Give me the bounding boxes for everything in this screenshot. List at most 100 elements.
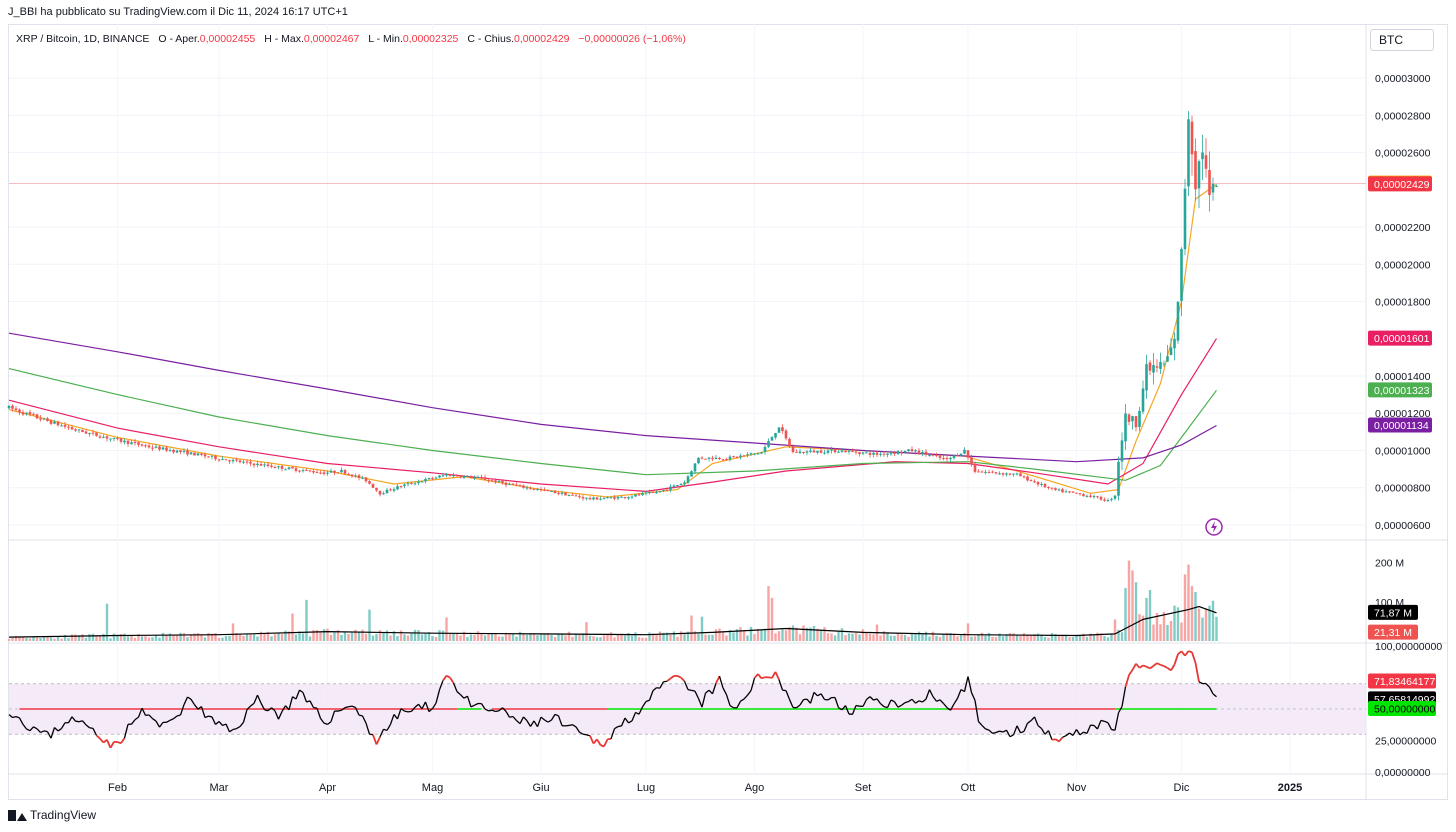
rsi-segment — [120, 737, 126, 744]
rsi-segment — [1096, 720, 1102, 730]
rsi-segment — [568, 724, 573, 727]
volume-bar — [109, 638, 112, 641]
rsi-segment — [155, 720, 161, 728]
rsi-segment — [669, 675, 675, 680]
volume-bar — [389, 635, 392, 641]
volume-bar — [256, 636, 259, 641]
volume-bar — [1183, 574, 1187, 641]
candle-body — [469, 476, 473, 479]
rsi-segment — [313, 706, 318, 709]
volume-bar — [714, 629, 718, 641]
volume-bar — [690, 615, 693, 641]
time-tick-label: Mar — [210, 782, 229, 794]
rsi-segment — [452, 682, 458, 692]
rsi-segment — [1047, 730, 1053, 741]
volume-bar — [249, 634, 252, 641]
volume-bar — [518, 631, 522, 641]
volume-bar — [1173, 605, 1176, 641]
candle-body — [1026, 476, 1029, 481]
volume-bar — [851, 633, 854, 641]
candle-body — [693, 463, 697, 472]
volume-bar — [833, 635, 837, 641]
candle-body — [1124, 413, 1127, 442]
volume-scale-label-text: 71,87 M — [1374, 607, 1412, 619]
candle-body — [312, 471, 315, 473]
rsi-segment — [1160, 664, 1165, 667]
volume-bar — [693, 631, 697, 641]
volume-bar — [1204, 608, 1208, 641]
volume-bar — [266, 631, 270, 641]
volume-bar — [651, 633, 655, 641]
rsi-segment — [901, 702, 906, 706]
rsi-segment — [431, 702, 437, 709]
chart-legend: XRP / Bitcoin, 1D, BINANCE O - Aper.0,00… — [16, 33, 686, 45]
candle-body — [753, 453, 756, 455]
rsi-segment — [137, 707, 143, 718]
candle-body — [11, 405, 14, 409]
volume-bar — [550, 635, 553, 641]
candle-body — [455, 475, 459, 477]
rsi-segment — [523, 716, 528, 722]
volume-bar — [396, 636, 399, 641]
rsi-segment — [890, 699, 895, 703]
candle-body — [1068, 491, 1071, 493]
candle-body — [1005, 473, 1008, 475]
volume-bar — [830, 633, 833, 641]
candle-body — [109, 438, 112, 440]
volume-bar — [725, 635, 728, 641]
rsi-segment — [82, 720, 87, 726]
price-tick-label: 0,00002600 — [1375, 148, 1431, 160]
rsi-segment — [736, 700, 742, 709]
rsi-segment — [407, 710, 412, 713]
candle-body — [1078, 493, 1082, 495]
volume-bar — [445, 617, 448, 641]
rsi-segment — [348, 705, 353, 708]
candle-body — [539, 489, 543, 491]
rsi-segment — [834, 697, 840, 708]
candle-body — [354, 475, 357, 477]
volume-bar — [228, 635, 231, 641]
candle-body — [875, 452, 879, 455]
volume-bar — [480, 634, 483, 641]
volume-bar — [259, 631, 263, 641]
rsi-segment — [285, 705, 290, 711]
rsi-segment — [1198, 681, 1203, 685]
rsi-segment — [222, 723, 227, 727]
rsi-segment — [697, 698, 703, 708]
volume-bar — [529, 633, 532, 641]
candle-body — [172, 449, 175, 453]
candle-body — [343, 470, 347, 474]
volume-bar — [130, 635, 133, 641]
rsi-segment — [505, 711, 511, 718]
rsi-scale-label-rsi-mid — [1368, 701, 1436, 716]
candle-body — [1215, 186, 1218, 188]
price-tick-label: 0,00001000 — [1375, 445, 1431, 457]
rsi-segment — [225, 723, 231, 733]
time-tick-label: Giu — [532, 782, 549, 794]
rsi-segment — [281, 705, 287, 712]
rsi-segment — [396, 708, 402, 720]
volume-bar — [1033, 634, 1036, 641]
candle-body — [1194, 151, 1197, 190]
rsi-segment — [1055, 738, 1060, 743]
rsi-segment — [911, 698, 916, 704]
candle-body — [1019, 473, 1022, 477]
rsi-segment — [1020, 730, 1025, 734]
rsi-segment — [239, 721, 245, 728]
moving-average-line — [8, 338, 1218, 493]
candle-body — [529, 487, 532, 489]
volume-bar — [868, 633, 872, 641]
volume-bar — [74, 634, 77, 641]
candle-body — [14, 408, 18, 410]
candle-body — [707, 457, 711, 459]
volume-bar — [977, 634, 980, 641]
rsi-segment — [109, 741, 115, 749]
candle-body — [665, 489, 669, 491]
volume-bar — [921, 634, 924, 641]
candle-body — [340, 469, 343, 473]
volume-bar — [669, 634, 672, 641]
candle-body — [158, 446, 161, 450]
currency-button[interactable]: BTC — [1370, 29, 1434, 51]
candles-group — [7, 111, 1218, 502]
